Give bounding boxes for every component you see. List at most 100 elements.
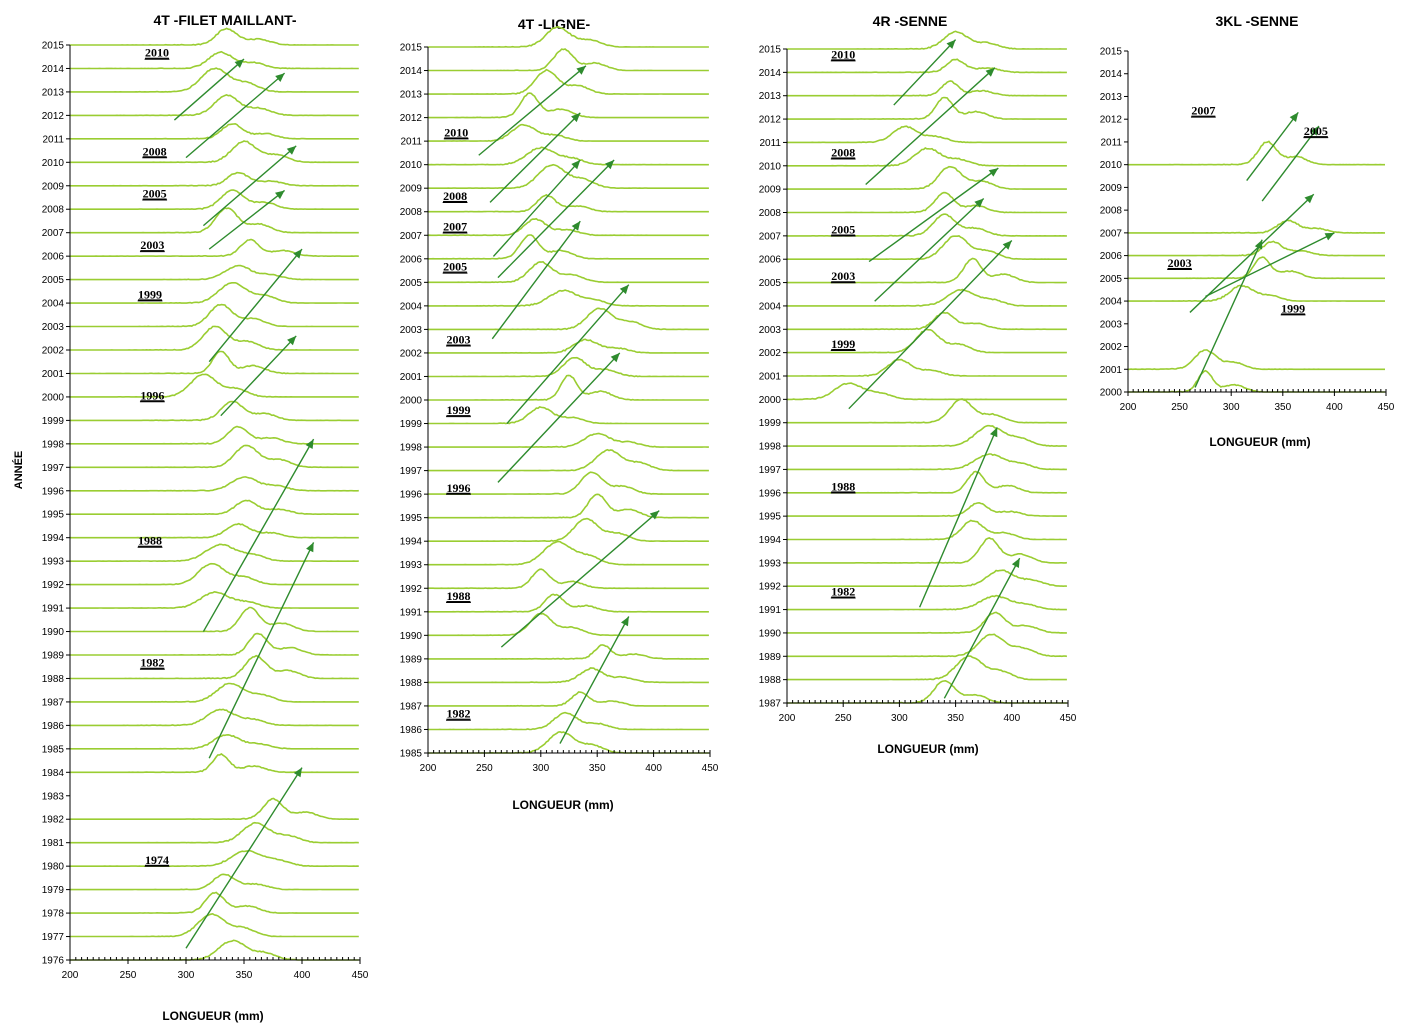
y-tick-label: 2012 [42, 111, 65, 122]
ridge-1985 [428, 730, 709, 754]
ridge-1990 [70, 606, 359, 633]
y-tick-label: 1991 [42, 604, 65, 615]
cohort-arrow-head [275, 73, 285, 82]
panel-4r-senne: 4R -SENNE LONGUEUR (mm) 1987 1988 1989 1990… [759, 13, 1077, 756]
y-tick-label: 2010 [400, 160, 423, 171]
cohort-arrow-line [220, 335, 297, 417]
x-tick-label: 450 [1060, 713, 1077, 724]
y-tick-label: 1986 [42, 721, 65, 732]
panel-title: 4T -LIGNE- [518, 16, 591, 32]
y-tick-label: 1979 [42, 885, 65, 896]
x-tick-label: 250 [1171, 402, 1188, 413]
cohort-label: 2007 [1191, 104, 1215, 118]
ridge-1995 [70, 499, 359, 516]
ridges [70, 27, 359, 961]
y-tick-label: 1989 [42, 651, 65, 662]
y-tick-label: 2006 [1100, 251, 1123, 262]
cohort-label: 1988 [831, 479, 855, 493]
cohort-label: 2010 [444, 125, 468, 139]
y-axis-title: ANNÉE [12, 451, 25, 490]
y-tick-label: 2011 [1100, 137, 1122, 148]
y-tick-label: 2008 [1100, 206, 1123, 217]
ridge-1978 [70, 891, 359, 914]
y-tick-label: 2007 [759, 231, 782, 242]
cohort-label: 1999 [1281, 301, 1305, 315]
cohort-arrow-head [286, 145, 297, 155]
cohort-arrow-head [1289, 112, 1299, 122]
x-tick-label: 300 [1223, 402, 1240, 413]
cohort-arrow-line [208, 248, 303, 363]
y-tick-label: 1991 [759, 605, 782, 616]
y-tick-label: 2006 [42, 252, 65, 263]
y-tick-label: 1998 [400, 443, 423, 454]
ridge-1991 [787, 594, 1067, 611]
y-tick-label: 2002 [42, 346, 65, 357]
y-tick-label: 2003 [759, 325, 782, 336]
ridge-2012 [428, 92, 709, 119]
ridge-1998 [787, 424, 1067, 447]
y-tick-label: 1994 [42, 533, 65, 544]
cohort-label: 2003 [831, 269, 855, 283]
ridge-2011 [428, 123, 709, 142]
cohort-arrow-line [868, 167, 999, 263]
ridge-1996 [787, 470, 1067, 494]
y-tick-label: 2005 [42, 275, 65, 286]
y-tick-label: 1987 [42, 697, 65, 708]
y-tick-label: 1996 [400, 490, 423, 501]
cohort-arrow-head [1324, 232, 1335, 241]
panel-title: 4T -FILET MAILLANT- [153, 12, 296, 28]
cohort-labels: 2010 2008 2005 2003 1999 1996 1988 1982 1974 [137, 46, 170, 867]
y-tick-label: 1999 [42, 416, 65, 427]
y-tick-label: 1981 [42, 838, 65, 849]
ridge-2005 [1128, 256, 1385, 280]
y-tick-label: 2015 [1100, 47, 1123, 58]
cohort-arrow-line [1194, 239, 1263, 388]
ridge-1987 [428, 691, 709, 707]
y-tick-label: 2012 [759, 115, 782, 126]
ridge-1999 [428, 406, 709, 425]
x-tick-label: 450 [1378, 402, 1395, 413]
ridge-1991 [428, 593, 709, 613]
y-tick-label: 1988 [42, 674, 65, 685]
panel-4t-filet-maillant: 4T -FILET MAILLANT- LONGUEUR (mm) 197619… [42, 12, 369, 1023]
x-tick-label: 250 [835, 713, 852, 724]
panel-title: 4R -SENNE [873, 13, 948, 29]
y-tick-label: 1998 [42, 439, 65, 450]
ridge-2002 [787, 328, 1067, 354]
ridge-1986 [70, 708, 359, 727]
cohort-arrow-line [893, 39, 957, 106]
ridge-2007 [427, 217, 709, 237]
y-tick-label: 2007 [1100, 228, 1123, 239]
ridge-2005 [70, 264, 359, 281]
y-tick-label: 2002 [759, 348, 782, 359]
ridge-1991 [70, 590, 359, 609]
x-tick-label: 450 [352, 970, 369, 981]
cohort-arrow-head [306, 542, 314, 553]
ridge-2001 [428, 356, 709, 378]
ridge-2001 [70, 350, 359, 375]
y-tick-label: 2000 [1100, 388, 1123, 399]
ridge-1992 [787, 569, 1067, 588]
cohort-label: 1999 [446, 403, 470, 417]
ridge-1992 [427, 568, 709, 590]
y-tick-label: 1985 [400, 749, 423, 760]
ridge-2000 [428, 374, 709, 401]
cohort-arrow-line [559, 616, 630, 744]
y-tick-label: 1991 [400, 607, 423, 618]
ridge-1990 [787, 611, 1067, 634]
cohort-arrow-head [649, 510, 660, 520]
cohort-label: 1982 [446, 707, 470, 721]
x-tick-label: 350 [589, 763, 606, 774]
y-tick-label: 2003 [42, 322, 65, 333]
cohort-arrows [173, 58, 315, 949]
ridge-2003 [428, 307, 709, 331]
y-tick-label: 1992 [42, 580, 65, 591]
y-tick-label: 2008 [42, 205, 65, 216]
x-tick-label: 250 [120, 970, 137, 981]
cohort-arrow-head [275, 190, 285, 200]
cohort-label: 1996 [446, 481, 470, 495]
ridge-1999 [70, 400, 359, 422]
y-tick-label: 1980 [42, 862, 65, 873]
ridge-2013 [427, 68, 709, 95]
